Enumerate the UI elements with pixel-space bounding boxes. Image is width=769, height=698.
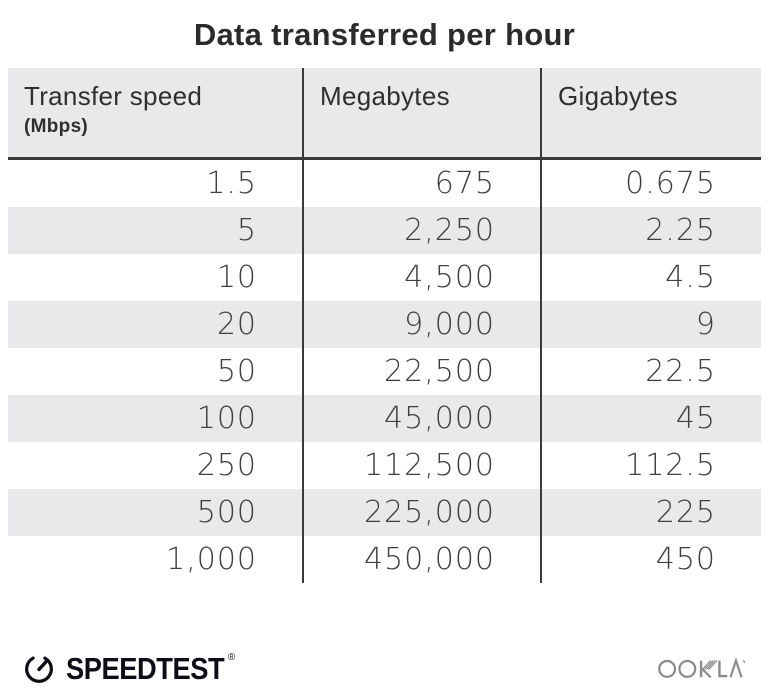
col-header-label: Megabytes bbox=[320, 81, 450, 111]
cell-transfer-speed: 20 bbox=[216, 307, 257, 342]
cell-transfer-speed: 50 bbox=[216, 354, 257, 389]
cell-gigabytes: 225 bbox=[540, 489, 761, 536]
cell-transfer-speed: 5 bbox=[236, 213, 257, 248]
cell-gigabytes: 0.675 bbox=[540, 160, 761, 207]
speedtest-wordmark: SPEEDTEST bbox=[66, 650, 225, 686]
cell-megabytes: 675 bbox=[302, 160, 540, 207]
cell-megabytes: 45,000 bbox=[302, 395, 540, 442]
cell-gigabytes: 2.25 bbox=[540, 207, 761, 254]
table-body: 1.5 675 0.675 5 2,250 2.25 10 4,500 4.5 20 9,000 9 5… bbox=[8, 160, 761, 583]
table-row: 100 45,000 45 bbox=[8, 395, 761, 442]
col-header-gigabytes: Gigabytes bbox=[540, 68, 761, 157]
cell-megabytes: 225,000 bbox=[302, 489, 540, 536]
cell-gigabytes: 112.5 bbox=[540, 442, 761, 489]
ookla-wordmark-icon bbox=[658, 657, 746, 679]
speedtest-logo: SPEEDTEST ® bbox=[20, 649, 235, 687]
col-header-label: Gigabytes bbox=[558, 81, 678, 111]
page-title: Data transferred per hour bbox=[193, 17, 576, 52]
cell-megabytes: 4,500 bbox=[302, 254, 540, 301]
footer: SPEEDTEST ® bbox=[20, 646, 747, 690]
col-header-transfer-speed: Transfer speed (Mbps) bbox=[8, 68, 302, 157]
cell-megabytes: 9,000 bbox=[302, 301, 540, 348]
table-row: 5 2,250 2.25 bbox=[8, 207, 761, 254]
cell-megabytes: 2,250 bbox=[302, 207, 540, 254]
cell-megabytes: 22,500 bbox=[302, 348, 540, 395]
table-row: 250 112,500 112.5 bbox=[8, 442, 761, 489]
table-row: 1.5 675 0.675 bbox=[8, 160, 761, 207]
ookla-logo bbox=[657, 653, 747, 683]
table-row: 1,000 450,000 450 bbox=[8, 536, 761, 583]
cell-transfer-speed: 250 bbox=[196, 448, 257, 483]
table-row: 10 4,500 4.5 bbox=[8, 254, 761, 301]
cell-gigabytes: 4.5 bbox=[540, 254, 761, 301]
cell-megabytes: 112,500 bbox=[302, 442, 540, 489]
table-row: 50 22,500 22.5 bbox=[8, 348, 761, 395]
cell-gigabytes: 450 bbox=[540, 536, 761, 583]
col-header-label: Transfer speed bbox=[24, 81, 203, 111]
cell-transfer-speed: 1.5 bbox=[206, 166, 257, 201]
table-row: 20 9,000 9 bbox=[8, 301, 761, 348]
col-header-sublabel: (Mbps) bbox=[24, 116, 89, 138]
cell-transfer-speed: 500 bbox=[196, 495, 257, 530]
cell-gigabytes: 45 bbox=[540, 395, 761, 442]
table-row: 500 225,000 225 bbox=[8, 489, 761, 536]
table-header-row: Transfer speed (Mbps) Megabytes Gigabyte… bbox=[8, 68, 761, 160]
cell-transfer-speed: 10 bbox=[216, 260, 257, 295]
col-header-megabytes: Megabytes bbox=[302, 68, 540, 157]
cell-transfer-speed: 1,000 bbox=[166, 542, 257, 577]
registered-trademark-icon: ® bbox=[227, 652, 236, 663]
cell-gigabytes: 9 bbox=[540, 301, 761, 348]
speedtest-gauge-icon bbox=[25, 656, 53, 683]
cell-transfer-speed: 100 bbox=[196, 401, 257, 436]
cell-megabytes: 450,000 bbox=[302, 536, 540, 583]
data-table: Transfer speed (Mbps) Megabytes Gigabyte… bbox=[8, 68, 761, 583]
cell-gigabytes: 22.5 bbox=[540, 348, 761, 395]
